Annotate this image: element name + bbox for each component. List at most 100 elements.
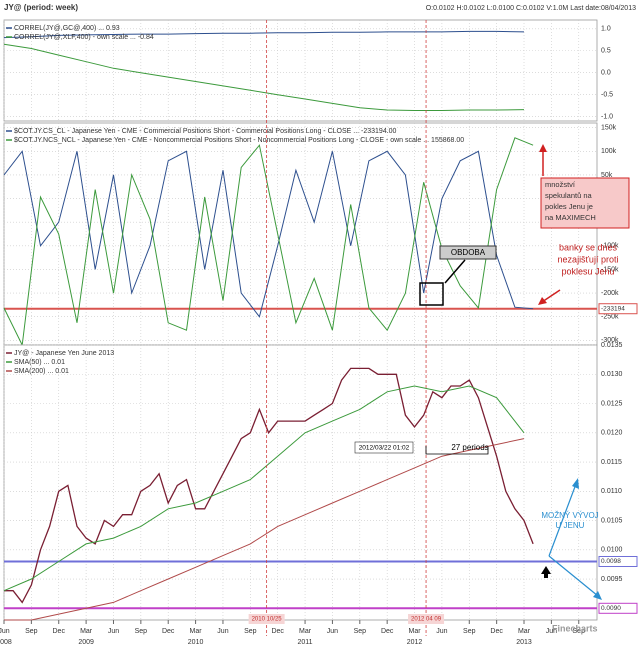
legend-label: $COT.JY.NCS_NCL - Japanese Yen - CME - N… [14,137,464,144]
annotation: 2012/03/22 01:02 [359,445,410,452]
x-tick-label: Jun [217,628,228,635]
x-tick-label: Mar [299,628,312,635]
x-tick-label: Sep [354,628,367,635]
x-tick-label: Sep [135,628,148,635]
x-tick-label: Jun [0,628,10,635]
x-year-label: 2008 [0,639,12,646]
x-year-label: 2013 [516,639,532,646]
reference-label: 0.0090 [601,605,621,612]
x-year-label: 2009 [78,639,94,646]
y-tick-label: -300k [601,337,619,344]
reference-label-box [598,303,638,315]
arrow-head [572,478,579,489]
y-tick-label: 0.0115 [601,459,622,466]
series-line [3,150,534,318]
annotation: na MAXIMECH [545,213,596,222]
arrow-head [539,144,547,152]
y-tick-label: -1.0 [601,113,613,120]
x-tick-label: Dec [490,628,503,635]
y-tick-label: -100k [601,243,619,250]
arrow-head [593,591,602,600]
period-box [419,282,444,306]
x-tick-label: Mar [190,628,203,635]
y-tick-label: 0.0125 [601,400,623,407]
x-tick-label: Dec [53,628,66,635]
x-year-label: 2011 [298,639,313,646]
arrow-head [538,297,547,305]
legend-label: SMA(50) ... 0.01 [14,359,65,366]
y-tick-label: 50k [601,172,613,179]
series-line [3,385,525,592]
header-title: JY@ (period: week) [4,3,78,12]
obdoba-box [439,245,497,260]
x-year-label: 2012 [407,639,423,646]
annotation: 27 periods [451,443,488,452]
x-tick-label: Mar [518,628,531,635]
panel [3,19,598,122]
annotations: množství spekulantů na pokles Jenu je na… [354,144,630,633]
y-tick-label: 0.0135 [601,342,623,349]
date-box [354,441,414,454]
marker-label: 2010 10/25 [252,617,283,623]
marker-label: 2012 04 09 [411,617,442,623]
x-tick-label: Dec [162,628,175,635]
reference-label: 0.0098 [601,558,621,565]
brand: Finecharts [552,623,598,633]
y-tick-label: 0.0095 [601,576,623,583]
annotation: množství [545,180,576,189]
reference-label-box [598,555,638,567]
marker-label-box [248,614,285,624]
y-tick-label: 150k [601,125,617,132]
arrow [548,555,599,597]
y-tick-label: 1.0 [601,26,611,33]
legend-label: SMA(200) ... 0.01 [14,368,69,375]
series-line [4,367,534,604]
marker-label-box [408,614,445,624]
annotation: U JENU [556,521,585,530]
speculators-box [540,177,630,229]
series-line [3,43,525,111]
y-tick-label: 100k [601,148,617,155]
y-tick-label: 0.5 [601,48,611,55]
x-tick-label: Sep [573,628,586,635]
x-tick-label: Jun [108,628,119,635]
annotation: pokles Jenu je [545,202,593,211]
series-line [3,30,525,39]
x-tick-label: Dec [271,628,284,635]
reference-label: -233194 [601,305,625,312]
series-line [4,438,525,621]
y-tick-label: 0.0 [601,70,611,77]
header-ohlc: O:0.0102 H:0.0102 L:0.0100 C:0.0102 V:1.… [426,5,636,12]
x-tick-label: Jun [436,628,447,635]
annotation: MOŽNÝ VÝVOJ [541,511,598,520]
y-tick-label: -150k [601,266,619,273]
legend-label: CORREL(JY@,XLF,400) - own scale ... -0.8… [14,34,154,41]
x-tick-label: Sep [244,628,257,635]
y-tick-label: 0.0130 [601,371,623,378]
arrow [548,483,577,557]
y-tick-label: -200k [601,290,619,297]
x-tick-label: Sep [25,628,38,635]
x-tick-label: Jun [546,628,557,635]
period-bracket [425,446,489,455]
x-year-label: 2010 [188,639,204,646]
annotation: nezajišťují proti [558,254,619,264]
annotation: poklesu Jenu [561,266,614,276]
y-tick-label: 0.0100 [601,547,623,554]
arrow [541,289,561,303]
annotation: banky se dnes [559,242,618,252]
y-tick-label: -0.5 [601,91,613,98]
x-tick-label: Mar [80,628,93,635]
reference-label-box [598,602,638,614]
x-tick-label: Dec [381,628,394,635]
y-tick-label: 0.0110 [601,488,622,495]
up-arrow [541,566,551,578]
annotation: spekulantů na [545,191,593,200]
annotation: OBDOBA [451,248,486,257]
x-tick-label: Sep [463,628,476,635]
y-tick-label: 0.0105 [601,517,623,524]
arrow [444,259,466,284]
panel [3,344,598,621]
legend-label: $COT.JY.CS_CL - Japanese Yen - CME - Com… [14,128,397,135]
